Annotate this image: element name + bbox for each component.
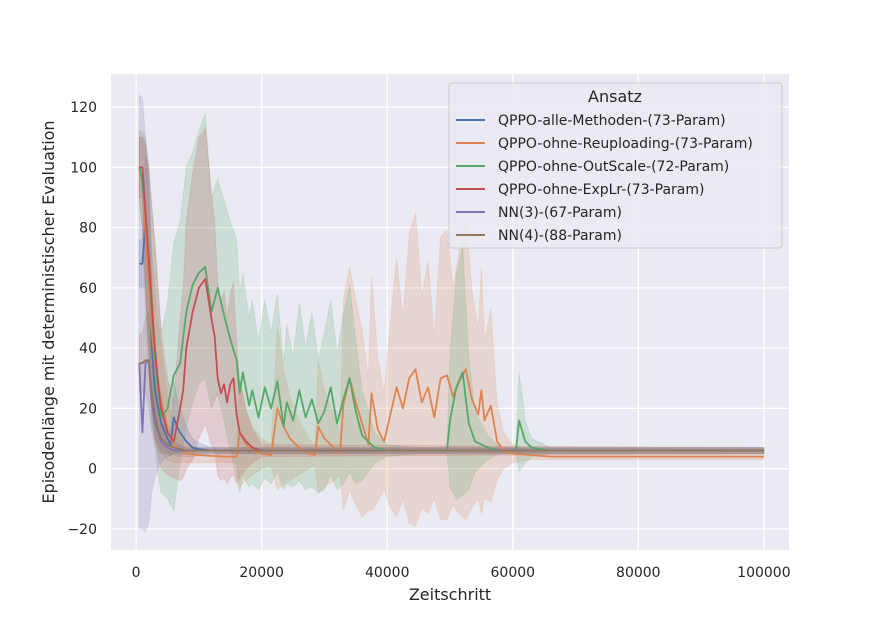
legend-items: QPPO-alle-Methoden-(73-Param) QPPO-ohne-R… [456,113,753,244]
x-tick-label: 60000 [491,565,536,581]
x-tick-label: 40000 [365,565,410,581]
series-lines [138,166,764,458]
band-series-1 [138,155,765,458]
line-series-5 [138,359,764,452]
legend-title: Ansatz [588,87,642,106]
x-tick-label: 100000 [737,565,790,581]
y-tick-label: 20 [79,401,97,417]
line-series-3 [138,167,764,452]
y-axis-label: Episodenlänge mit deterministischer Eval… [39,120,58,503]
legend-label-4: QPPO-ohne-ExpLr-(73-Param) [498,182,705,198]
legend-label-1: QPPO-alle-Methoden-(73-Param) [498,113,726,129]
line-series-6 [139,359,764,452]
y-tick-label: 100 [70,160,97,176]
legend-label-2: QPPO-ohne-Reuploading-(73-Param) [498,136,753,152]
legend-box [448,82,783,249]
x-tick-label: 80000 [616,565,661,581]
legend-label-3: QPPO-ohne-OutScale-(72-Param) [498,159,729,175]
x-tick-label: 20000 [239,565,284,581]
y-tick-label: 40 [79,341,97,357]
y-axis-ticks: −20 0 20 40 60 80 100 120 [67,100,97,538]
legend-label-5: NN(3)-(67-Param) [498,205,622,221]
y-tick-label: 60 [79,281,97,297]
x-axis-ticks: 0 20000 40000 60000 80000 100000 [132,565,791,581]
band-series-4 [138,126,765,485]
band-series-2 [138,136,765,527]
y-tick-label: 80 [79,221,97,237]
legend: Ansatz QPPO-alle-Methoden-(73-Param)QPPO… [448,82,783,249]
x-axis-label: Zeitschritt [409,585,491,604]
legend-label-6: NN(4)-(88-Param) [498,228,622,244]
line-series-4 [139,166,764,452]
y-tick-label: −20 [67,522,97,538]
y-tick-label: 120 [70,100,97,116]
y-tick-label: 0 [88,462,97,478]
x-tick-label: 0 [132,565,141,581]
